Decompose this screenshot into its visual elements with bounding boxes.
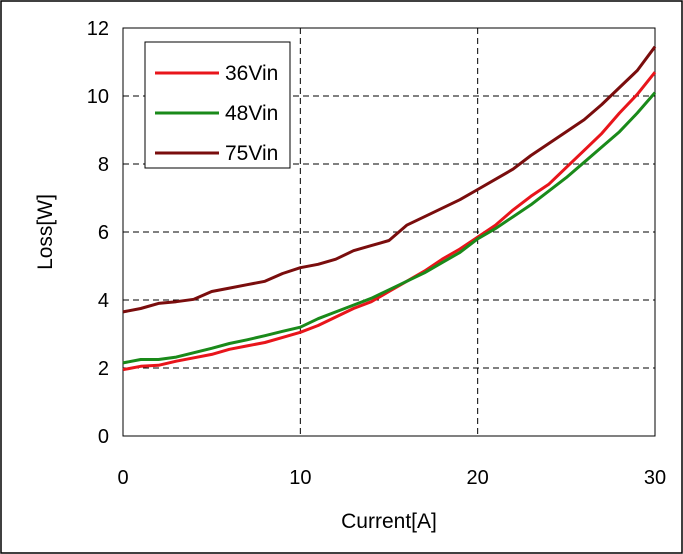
legend: 36Vin 48Vin 75Vin	[144, 41, 291, 169]
grid-layer	[123, 28, 655, 436]
x-tick-label: 0	[117, 467, 128, 489]
axis-layer: 0 2 4 6 8 10 12 0 10 20 30	[87, 18, 666, 489]
y-tick-label: 8	[98, 154, 109, 176]
series-line-36vin	[122, 71, 657, 372]
y-tick-label: 0	[98, 426, 109, 448]
series-line-75vin	[122, 45, 657, 314]
x-tick-label: 10	[289, 467, 311, 489]
legend-label-36vin: 36Vin	[225, 62, 278, 85]
y-axis-title: Loss[W]	[34, 194, 57, 270]
series-line-48vin	[122, 91, 657, 365]
y-tick-label: 10	[87, 86, 109, 108]
legend-label-48vin: 48Vin	[225, 102, 278, 125]
legend-box	[144, 41, 291, 169]
x-tick-label: 20	[467, 467, 489, 489]
y-tick-label: 12	[87, 18, 109, 40]
series-layer	[122, 45, 657, 372]
x-tick-label: 30	[644, 467, 666, 489]
x-axis-title: Current[A]	[341, 510, 437, 533]
y-tick-label: 6	[98, 222, 109, 244]
y-tick-label: 2	[98, 358, 109, 380]
legend-label-75vin: 75Vin	[225, 142, 278, 165]
y-tick-label: 4	[98, 290, 109, 312]
